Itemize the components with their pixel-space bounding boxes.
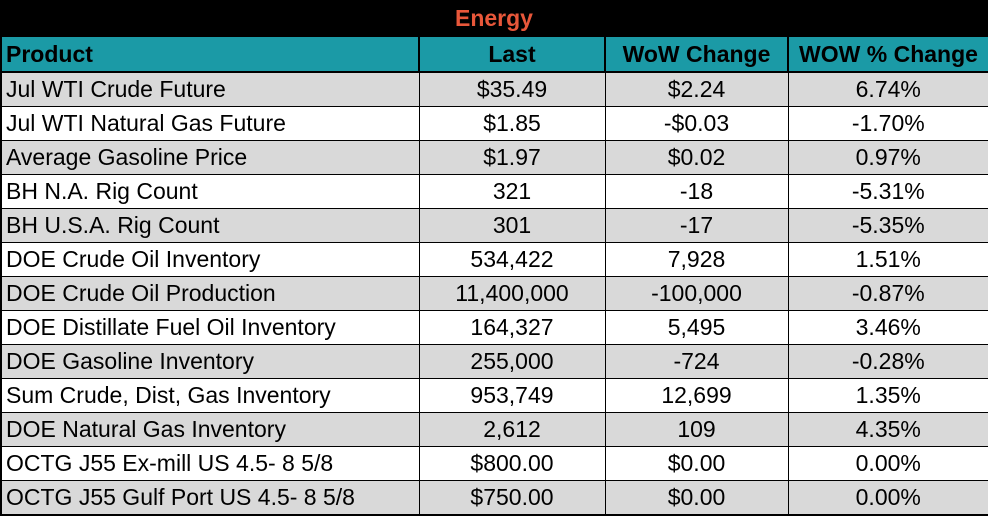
header-row: Product Last WoW Change WOW % Change xyxy=(0,37,988,73)
cell-wow-change: 5,495 xyxy=(604,310,789,345)
cell-wow-change: $0.02 xyxy=(604,140,789,175)
table-row: DOE Natural Gas Inventory 2,612 109 4.35% xyxy=(0,412,988,447)
cell-last: 534,422 xyxy=(418,242,606,277)
cell-product: Sum Crude, Dist, Gas Inventory xyxy=(0,378,420,413)
cell-wow-pct-change: 3.46% xyxy=(787,310,988,345)
cell-last: 11,400,000 xyxy=(418,276,606,311)
cell-last: 2,612 xyxy=(418,412,606,447)
table-row: BH U.S.A. Rig Count 301 -17 -5.35% xyxy=(0,208,988,243)
cell-product: Jul WTI Natural Gas Future xyxy=(0,106,420,141)
cell-wow-change: 7,928 xyxy=(604,242,789,277)
cell-wow-change: $0.00 xyxy=(604,446,789,481)
header-last: Last xyxy=(418,37,606,73)
cell-wow-change: $0.00 xyxy=(604,480,789,516)
cell-wow-pct-change: 4.35% xyxy=(787,412,988,447)
header-wow-change: WoW Change xyxy=(604,37,789,73)
header-product: Product xyxy=(0,37,420,73)
table-body: Jul WTI Crude Future $35.49 $2.24 6.74% Jul … xyxy=(0,72,988,516)
cell-wow-change: -724 xyxy=(604,344,789,379)
cell-wow-pct-change: -0.28% xyxy=(787,344,988,379)
table-row: DOE Crude Oil Production 11,400,000 -100,0… xyxy=(0,276,988,311)
cell-last: $800.00 xyxy=(418,446,606,481)
cell-product: Jul WTI Crude Future xyxy=(0,72,420,107)
cell-wow-change: -17 xyxy=(604,208,789,243)
cell-product: DOE Crude Oil Production xyxy=(0,276,420,311)
cell-product: DOE Crude Oil Inventory xyxy=(0,242,420,277)
cell-product: DOE Natural Gas Inventory xyxy=(0,412,420,447)
cell-wow-change: 12,699 xyxy=(604,378,789,413)
cell-wow-pct-change: -1.70% xyxy=(787,106,988,141)
cell-product: OCTG J55 Ex-mill US 4.5- 8 5/8 xyxy=(0,446,420,481)
cell-product: DOE Gasoline Inventory xyxy=(0,344,420,379)
cell-wow-pct-change: -5.31% xyxy=(787,174,988,209)
cell-product: Average Gasoline Price xyxy=(0,140,420,175)
table-title: Energy xyxy=(0,0,988,37)
table-row: Jul WTI Natural Gas Future $1.85 -$0.03 -1.… xyxy=(0,106,988,141)
cell-wow-pct-change: 1.51% xyxy=(787,242,988,277)
table-row: BH N.A. Rig Count 321 -18 -5.31% xyxy=(0,174,988,209)
table-row: Sum Crude, Dist, Gas Inventory 953,749 12,… xyxy=(0,378,988,413)
table-row: OCTG J55 Gulf Port US 4.5- 8 5/8 $750.00 $… xyxy=(0,480,988,516)
cell-wow-pct-change: 6.74% xyxy=(787,72,988,107)
cell-wow-change: -18 xyxy=(604,174,789,209)
cell-wow-change: -100,000 xyxy=(604,276,789,311)
cell-product: OCTG J55 Gulf Port US 4.5- 8 5/8 xyxy=(0,480,420,516)
cell-product: DOE Distillate Fuel Oil Inventory xyxy=(0,310,420,345)
table-row: Average Gasoline Price $1.97 $0.02 0.97% xyxy=(0,140,988,175)
cell-last: 164,327 xyxy=(418,310,606,345)
cell-last: 953,749 xyxy=(418,378,606,413)
cell-wow-change: -$0.03 xyxy=(604,106,789,141)
table-row: DOE Distillate Fuel Oil Inventory 164,327… xyxy=(0,310,988,345)
energy-table: Product Last WoW Change WOW % Change Jul… xyxy=(0,37,988,516)
cell-product: BH U.S.A. Rig Count xyxy=(0,208,420,243)
cell-wow-pct-change: -5.35% xyxy=(787,208,988,243)
cell-wow-pct-change: 0.97% xyxy=(787,140,988,175)
table-row: Jul WTI Crude Future $35.49 $2.24 6.74% xyxy=(0,72,988,107)
cell-last: $35.49 xyxy=(418,72,606,107)
cell-last: $750.00 xyxy=(418,480,606,516)
cell-last: 321 xyxy=(418,174,606,209)
cell-last: $1.97 xyxy=(418,140,606,175)
cell-wow-pct-change: -0.87% xyxy=(787,276,988,311)
table-row: DOE Gasoline Inventory 255,000 -724 -0.28% xyxy=(0,344,988,379)
cell-wow-pct-change: 0.00% xyxy=(787,446,988,481)
cell-wow-pct-change: 0.00% xyxy=(787,480,988,516)
cell-wow-change: 109 xyxy=(604,412,789,447)
cell-wow-change: $2.24 xyxy=(604,72,789,107)
cell-product: BH N.A. Rig Count xyxy=(0,174,420,209)
table-row: OCTG J55 Ex-mill US 4.5- 8 5/8 $800.00 $0.… xyxy=(0,446,988,481)
cell-wow-pct-change: 1.35% xyxy=(787,378,988,413)
cell-last: 301 xyxy=(418,208,606,243)
table-row: DOE Crude Oil Inventory 534,422 7,928 1.51% xyxy=(0,242,988,277)
cell-last: $1.85 xyxy=(418,106,606,141)
cell-last: 255,000 xyxy=(418,344,606,379)
header-wow-pct-change: WOW % Change xyxy=(787,37,988,73)
